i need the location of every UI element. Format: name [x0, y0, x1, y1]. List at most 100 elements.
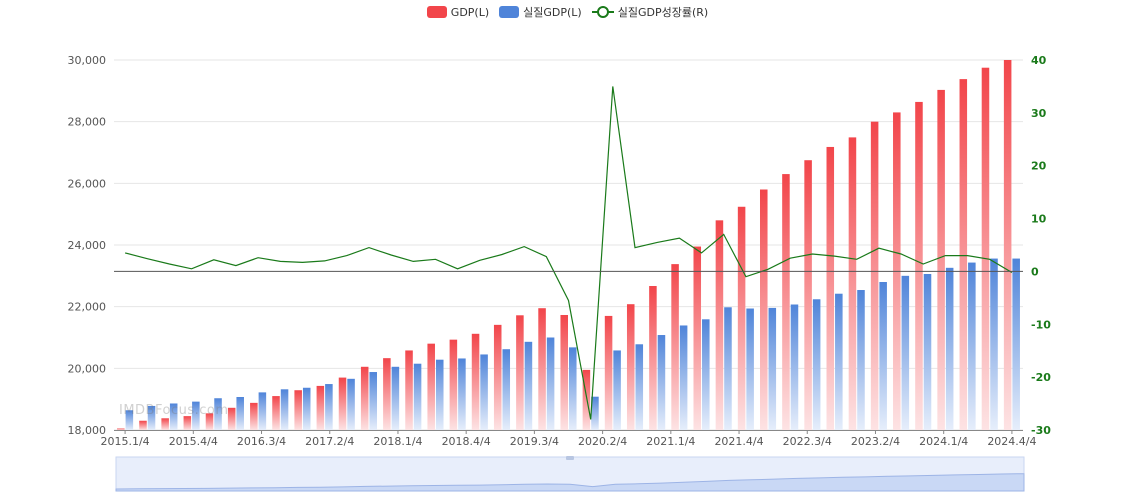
real-gdp-bar[interactable] [1012, 258, 1020, 430]
gdp-bar[interactable] [848, 137, 857, 430]
legend-label-real-gdp: 실질GDP(L) [523, 6, 582, 19]
gdp-bar[interactable] [427, 343, 435, 430]
gdp-bar[interactable] [870, 121, 879, 431]
gdp-bar[interactable] [538, 308, 546, 430]
slider-handle[interactable] [566, 456, 574, 460]
real-gdp-bar[interactable] [635, 344, 644, 430]
real-gdp-bar[interactable] [391, 366, 400, 430]
gdp-bar[interactable] [981, 67, 990, 430]
real-gdp-bar[interactable] [923, 273, 932, 430]
real-gdp-bar[interactable] [724, 307, 732, 430]
y-right-tick-label: -30 [1031, 424, 1051, 437]
real-gdp-bar[interactable] [679, 325, 688, 430]
gdp-bar[interactable] [915, 101, 923, 430]
gdp-bar[interactable] [560, 314, 568, 430]
gdp-bar[interactable] [161, 418, 169, 430]
real-gdp-bar[interactable] [280, 389, 289, 430]
chart-legend: GDP(L) 실질GDP(L) 실질GDP성장률(R) [0, 4, 1135, 20]
gdp-bar[interactable] [449, 339, 458, 430]
legend-label-gdp: GDP(L) [450, 5, 490, 19]
gdp-bar[interactable] [383, 358, 391, 430]
gdp-bar[interactable] [826, 146, 835, 430]
gdp-bar[interactable] [626, 304, 635, 430]
real-gdp-bar[interactable] [546, 337, 555, 431]
x-tick-label: 2015.4/4 [169, 435, 218, 448]
gdp-bar[interactable] [338, 377, 347, 430]
gdp-bar[interactable] [316, 385, 325, 430]
gdp-bar[interactable] [493, 324, 502, 430]
gdp-bar[interactable] [737, 206, 746, 430]
real-gdp-bar[interactable] [502, 349, 511, 430]
gdp-bar[interactable] [1003, 60, 1012, 430]
gdp-bar[interactable] [516, 315, 524, 430]
gdp-bar[interactable] [604, 315, 613, 430]
y-left-tick-label: 24,000 [68, 239, 107, 252]
real-gdp-bar[interactable] [302, 387, 311, 430]
real-gdp-bar[interactable] [768, 307, 777, 430]
gdp-bar[interactable] [471, 333, 480, 430]
gdp-bar[interactable] [959, 79, 968, 430]
real-gdp-bar[interactable] [458, 358, 466, 430]
growth-line[interactable] [124, 86, 1013, 420]
real-gdp-bar[interactable] [369, 372, 378, 430]
real-gdp-bar[interactable] [945, 267, 954, 430]
real-gdp-bar[interactable] [192, 401, 200, 430]
real-gdp-bar[interactable] [214, 398, 222, 430]
gdp-bar[interactable] [804, 160, 812, 431]
real-gdp-bar[interactable] [812, 299, 821, 430]
gdp-bar[interactable] [759, 189, 768, 431]
real-gdp-bar[interactable] [236, 397, 244, 430]
x-tick-label: 2017.2/4 [305, 435, 354, 448]
gdp-bar[interactable] [205, 413, 214, 430]
real-gdp-bar[interactable] [790, 304, 799, 430]
real-gdp-bar[interactable] [435, 359, 444, 430]
real-gdp-bar[interactable] [835, 293, 843, 430]
y-left-tick-label: 26,000 [68, 177, 107, 190]
real-gdp-bar[interactable] [702, 319, 710, 430]
real-gdp-bar[interactable] [258, 392, 267, 430]
gdp-bar[interactable] [227, 407, 236, 430]
y-right-tick-label: 30 [1031, 107, 1047, 120]
real-gdp-bar[interactable] [990, 258, 998, 430]
real-gdp-bar[interactable] [591, 396, 599, 430]
gdp-bar[interactable] [117, 428, 125, 430]
growth-line-series [124, 86, 1013, 420]
gdp-bar[interactable] [937, 89, 945, 431]
gdp-bar[interactable] [693, 246, 702, 430]
gdp-bar[interactable] [649, 286, 657, 430]
real-gdp-bar[interactable] [524, 341, 533, 430]
legend-item-growth[interactable]: 실질GDP성장률(R) [591, 4, 708, 20]
real-gdp-bar[interactable] [879, 282, 887, 430]
real-gdp-bar[interactable] [657, 335, 666, 430]
real-gdp-bar[interactable] [746, 308, 754, 430]
real-gdp-bar[interactable] [480, 354, 488, 430]
gdp-bar[interactable] [405, 350, 413, 430]
x-tick-label: 2021.1/4 [646, 435, 695, 448]
gdp-bar[interactable] [294, 390, 302, 430]
gdp-bar[interactable] [782, 174, 790, 430]
gdp-bar[interactable] [250, 402, 258, 430]
gdp-bar[interactable] [582, 369, 591, 430]
gdp-bar[interactable] [671, 264, 679, 430]
gdp-bar[interactable] [360, 366, 369, 430]
real-gdp-bar[interactable] [413, 363, 422, 430]
real-gdp-bar[interactable] [347, 378, 355, 430]
real-gdp-bar[interactable] [857, 290, 865, 430]
real-gdp-bar[interactable] [569, 347, 577, 430]
real-gdp-bar[interactable] [147, 405, 156, 430]
gdp-bar[interactable] [183, 416, 192, 430]
real-gdp-bar[interactable] [968, 262, 976, 430]
gdp-bar[interactable] [272, 396, 280, 430]
real-gdp-bar[interactable] [169, 403, 178, 430]
legend-item-real-gdp[interactable]: 실질GDP(L) [499, 4, 582, 20]
legend-item-gdp[interactable]: GDP(L) [426, 4, 490, 20]
zoom-slider[interactable] [115, 456, 1025, 492]
gdp-bar[interactable] [715, 220, 724, 430]
real-gdp-bar[interactable] [901, 275, 910, 430]
real-gdp-bar[interactable] [325, 384, 333, 430]
gdp-bar[interactable] [139, 420, 147, 430]
real-gdp-bar[interactable] [125, 410, 134, 430]
y-left-tick-label: 18,000 [68, 424, 107, 437]
real-gdp-bar[interactable] [613, 350, 621, 430]
